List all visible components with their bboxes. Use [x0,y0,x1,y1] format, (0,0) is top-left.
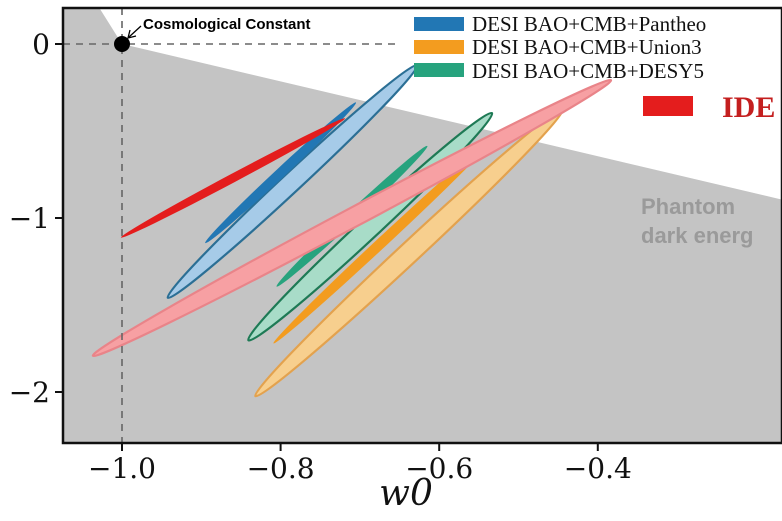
contour-group [91,63,613,398]
legend-label-ide: IDE [722,91,775,124]
y-tick-label: −1 [9,202,50,235]
contour-desi-bao-cmb-union3-inner [273,137,494,344]
cosmological-constant-annotation: Cosmological Constant [127,16,311,39]
legend-label-union3: DESI BAO+CMB+Union3 [472,35,702,59]
x-axis: −1.0 −0.8 −0.6 −0.4 [88,443,632,485]
annotation-label: Cosmological Constant [143,16,311,33]
contour-ide-inner [120,118,346,238]
legend-label-desy5: DESI BAO+CMB+DESY5 [472,59,704,83]
plot-frame [61,6,782,445]
phantom-label-line1: Phantom [641,194,735,219]
legend: DESI BAO+CMB+Pantheo DESI BAO+CMB+Union3… [414,12,775,124]
y-tick-label: −2 [9,376,50,409]
y-tick-label: 0 [32,28,50,61]
x-tick-label: −0.4 [564,452,632,485]
phantom-label: Phantom dark energ [641,194,754,248]
contour-ide-outer [91,78,613,358]
x-tick-label: −1.0 [88,452,156,485]
legend-swatch-desy5 [414,63,464,77]
legend-swatch-union3 [414,40,464,54]
x-tick-label: −0.6 [405,452,473,485]
y-axis: 0 −1 −2 [9,28,63,409]
x-tick-label: −0.8 [247,452,315,485]
phantom-label-line2: dark energ [641,223,754,248]
legend-swatch-ide [643,96,693,116]
annotation-arrowhead [127,29,137,39]
contour-desi-bao-cmb-pantheo-inner [205,102,357,244]
legend-swatch-pantheon [414,17,464,31]
annotation-arrow [128,25,142,38]
legend-label-pantheon: DESI BAO+CMB+Pantheo [472,12,706,36]
cosmological-constant-point [114,36,130,52]
x-axis-title: w0 [379,473,433,514]
